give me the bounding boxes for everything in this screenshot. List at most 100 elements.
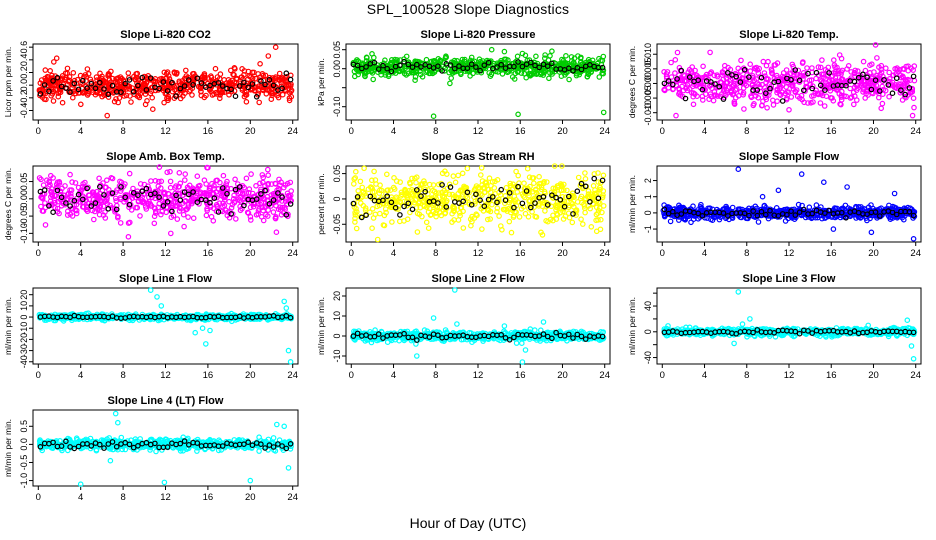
data-point	[117, 220, 124, 226]
data-point	[403, 53, 410, 60]
reference-point	[215, 80, 222, 86]
data-point	[693, 72, 700, 79]
data-point	[276, 77, 283, 84]
data-point	[232, 176, 238, 183]
reference-point	[97, 79, 103, 86]
data-point	[774, 89, 780, 96]
x-tick-label: 8	[433, 248, 438, 259]
data-point	[806, 77, 813, 84]
data-point-outlier	[519, 50, 526, 57]
data-point	[686, 66, 693, 73]
data-point	[128, 99, 134, 105]
reference-point	[198, 80, 205, 86]
reference-point	[754, 87, 761, 93]
reference-point	[868, 86, 875, 93]
data-point	[521, 70, 528, 77]
data-point	[371, 168, 377, 175]
data-point	[570, 60, 577, 67]
data-point	[210, 218, 217, 224]
data-point	[448, 75, 455, 81]
data-point	[733, 86, 740, 92]
data-point	[151, 220, 158, 227]
panel-title: Slope Li-820 CO2	[120, 29, 210, 41]
data-point	[186, 88, 193, 95]
data-point	[142, 82, 148, 89]
x-tick-label: 0	[660, 126, 665, 137]
x-tick-label: 12	[784, 126, 795, 137]
data-point	[542, 208, 548, 214]
data-point	[230, 71, 236, 78]
reference-point	[473, 64, 479, 70]
data-point-outlier	[759, 193, 766, 200]
data-point	[173, 83, 179, 89]
reference-point	[101, 86, 107, 92]
data-point-outlier	[192, 329, 199, 336]
reference-point	[817, 82, 824, 89]
data-point	[201, 177, 208, 184]
reference-point	[439, 68, 445, 74]
data-point	[185, 214, 191, 220]
y-tick-label: 0.05	[332, 165, 342, 183]
reference-point	[160, 79, 167, 85]
data-point	[731, 99, 738, 105]
data-point	[524, 165, 531, 172]
reference-point	[194, 75, 201, 82]
data-point	[203, 212, 210, 219]
data-point	[217, 95, 223, 102]
x-tick-label: 20	[868, 126, 879, 137]
data-point	[125, 70, 132, 76]
data-point	[597, 216, 604, 223]
data-point	[812, 90, 819, 96]
data-point	[437, 57, 443, 64]
data-point-outlier	[735, 166, 742, 173]
data-point	[852, 67, 859, 74]
data-point	[862, 67, 869, 74]
reference-point	[910, 73, 917, 80]
data-point	[783, 67, 790, 73]
data-point	[134, 93, 141, 100]
reference-point	[788, 77, 794, 83]
data-point	[668, 74, 675, 80]
data-point	[579, 221, 586, 227]
data-point	[377, 182, 383, 189]
y-tick-label: 0.00	[332, 60, 342, 78]
data-point	[847, 85, 854, 92]
panel-title: Slope Li-820 Pressure	[421, 29, 536, 41]
data-point	[443, 53, 449, 60]
data-point	[741, 106, 747, 112]
data-point	[562, 72, 568, 78]
data-point	[909, 85, 916, 92]
data-point	[582, 176, 589, 182]
data-point	[260, 217, 267, 224]
reference-point	[889, 90, 896, 97]
data-point	[751, 101, 757, 107]
data-point	[874, 72, 880, 79]
panel-title: Slope Gas Stream RH	[421, 151, 534, 163]
data-point	[84, 66, 91, 72]
data-point	[762, 84, 768, 91]
data-point	[426, 70, 433, 77]
x-tick-label: 0	[36, 126, 41, 137]
data-point-outlier	[374, 236, 381, 243]
data-point	[486, 175, 493, 182]
data-point	[262, 72, 269, 79]
data-point	[413, 179, 419, 186]
y-tick-label: -0.010	[643, 100, 653, 126]
data-point	[231, 65, 238, 71]
reference-point	[570, 68, 576, 74]
data-point	[161, 82, 168, 88]
data-point	[100, 78, 106, 85]
data-point	[212, 65, 219, 72]
data-point	[458, 71, 464, 78]
reference-point	[173, 93, 179, 99]
y-tick-label: 10	[19, 301, 29, 311]
y-tick-label: 0	[643, 210, 653, 215]
reference-point	[46, 88, 52, 95]
data-point	[711, 72, 718, 79]
reference-point	[864, 74, 870, 81]
data-point	[667, 218, 674, 225]
data-point-outlier	[67, 171, 73, 178]
data-point	[352, 168, 359, 175]
data-point	[725, 64, 731, 71]
reference-point	[716, 83, 723, 90]
